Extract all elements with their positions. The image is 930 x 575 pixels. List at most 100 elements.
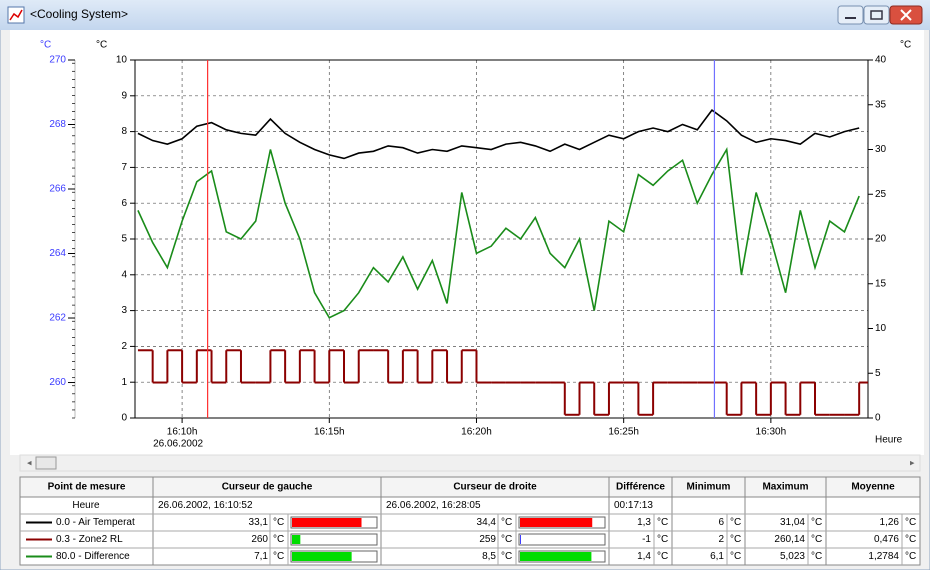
table-header: Curseur de gauche [222, 482, 313, 493]
stat-value: 6 [718, 517, 724, 528]
unit: °C [501, 534, 512, 545]
y-tick-label: 6 [121, 198, 127, 209]
unit: °C [657, 517, 668, 528]
y-tick-label: 4 [121, 269, 127, 280]
x-date-label: 26.06.2002 [153, 439, 203, 450]
value-bar [520, 552, 592, 561]
cursor-value: 33,1 [249, 517, 269, 528]
y3-tick-label: 270 [49, 55, 66, 66]
minimize-button[interactable] [837, 5, 864, 25]
y3-tick-label: 266 [49, 184, 66, 195]
y2-tick-label: 10 [875, 323, 887, 334]
scroll-left[interactable]: ◂ [27, 457, 32, 467]
table-header: Maximum [762, 482, 808, 493]
stat-value: 1,3 [637, 517, 651, 528]
unit: °C [905, 534, 916, 545]
scrollbar[interactable] [19, 454, 921, 472]
y-tick-label: 8 [121, 126, 127, 137]
y3-tick-label: 264 [49, 248, 66, 259]
value-bar [292, 552, 352, 561]
x-tick-label: 16:30h [756, 427, 787, 438]
unit: °C [657, 551, 668, 562]
time-right: 26.06.2002, 16:28:05 [386, 500, 481, 511]
stat-value: 31,04 [780, 517, 805, 528]
maximize-button[interactable] [863, 5, 890, 25]
time-difference: 00:17:13 [614, 500, 653, 511]
cursor-value: 259 [479, 534, 496, 545]
y-tick-label: 10 [116, 55, 128, 66]
cursor-value: 7,1 [254, 551, 268, 562]
stat-value: 1,26 [880, 517, 900, 528]
y-tick-label: 1 [121, 377, 127, 388]
unit: °C [811, 551, 822, 562]
stat-value: -1 [642, 534, 651, 545]
table-header: Minimum [687, 482, 731, 493]
y2-tick-label: 5 [875, 368, 881, 379]
cursor-value: 260 [251, 534, 268, 545]
scroll-right[interactable]: ▸ [910, 457, 915, 467]
unit: °C [273, 534, 284, 545]
y2-tick-label: 0 [875, 413, 881, 424]
stat-value: 1,2784 [868, 551, 899, 562]
legend-label: 0.3 - Zone2 RL [56, 534, 123, 545]
line-series [137, 109, 860, 160]
value-bar [292, 518, 362, 527]
y-tick-label: 2 [121, 341, 127, 352]
y2-tick-label: 15 [875, 278, 887, 289]
unit: °C [905, 551, 916, 562]
x-tick-label: 16:25h [608, 427, 639, 438]
unit: °C [730, 517, 741, 528]
app-icon-graph [9, 9, 23, 21]
y3-tick-label: 262 [49, 313, 66, 324]
close-glyph [900, 9, 912, 21]
unit: °C [730, 534, 741, 545]
y-tick-label: 3 [121, 305, 127, 316]
line-series [137, 147, 860, 319]
stat-value: 6,1 [710, 551, 724, 562]
unit: °C [501, 517, 512, 528]
unit: °C [501, 551, 512, 562]
y3-tick-label: 268 [49, 119, 66, 130]
unit: °C [273, 517, 284, 528]
window-title: <Cooling System> [30, 7, 128, 21]
stat-value: 260,14 [774, 534, 805, 545]
unit: °C [273, 551, 284, 562]
y-tick-label: 7 [121, 162, 127, 173]
cursor-value: 8,5 [482, 551, 496, 562]
value-bar-frame [290, 533, 378, 546]
table-header: Différence [616, 482, 665, 493]
legend-label: 0.0 - Air Temperat [56, 517, 135, 528]
table-header: Point de mesure [48, 482, 126, 493]
y2-tick-label: 25 [875, 189, 887, 200]
cursor-value: 34,4 [477, 517, 497, 528]
y2-unit: °C [900, 40, 911, 51]
value-bar [520, 518, 593, 527]
x-axis-label: Heure [875, 435, 903, 446]
y-tick-label: 9 [121, 90, 127, 101]
table-header [19, 476, 921, 498]
time-left: 26.06.2002, 16:10:52 [158, 500, 253, 511]
table-header: Curseur de droite [453, 482, 537, 493]
unit: °C [811, 517, 822, 528]
y-unit: °C [96, 40, 107, 51]
scroll-thumb[interactable] [35, 456, 57, 470]
y2-tick-label: 35 [875, 99, 887, 110]
unit: °C [905, 517, 916, 528]
value-bar-frame [518, 533, 606, 546]
x-tick-label: 16:10h [167, 427, 198, 438]
time-row-label: Heure [72, 500, 100, 511]
unit: °C [657, 534, 668, 545]
x-tick-label: 16:20h [461, 427, 492, 438]
legend-label: 80.0 - Difference [56, 551, 130, 562]
stat-value: 5,023 [780, 551, 805, 562]
stat-value: 2 [718, 534, 724, 545]
y-tick-label: 5 [121, 234, 127, 245]
maximize-glyph [870, 10, 883, 20]
title-bar [0, 0, 930, 30]
y3-unit: °C [40, 40, 51, 51]
y2-tick-label: 20 [875, 234, 887, 245]
stat-value: 1,4 [637, 551, 651, 562]
y-tick-label: 0 [121, 413, 127, 424]
unit: °C [730, 551, 741, 562]
